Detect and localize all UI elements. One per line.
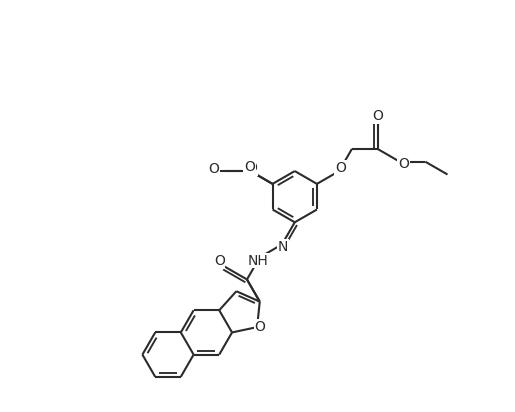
Text: O: O <box>254 320 265 334</box>
Text: O: O <box>372 109 383 123</box>
Text: O: O <box>209 162 219 176</box>
Text: O: O <box>335 161 346 175</box>
Text: O: O <box>214 254 225 268</box>
Text: O: O <box>244 160 255 174</box>
Text: NH: NH <box>248 253 269 267</box>
Text: N: N <box>278 240 288 254</box>
Text: O: O <box>398 157 409 171</box>
Text: O: O <box>246 161 257 175</box>
